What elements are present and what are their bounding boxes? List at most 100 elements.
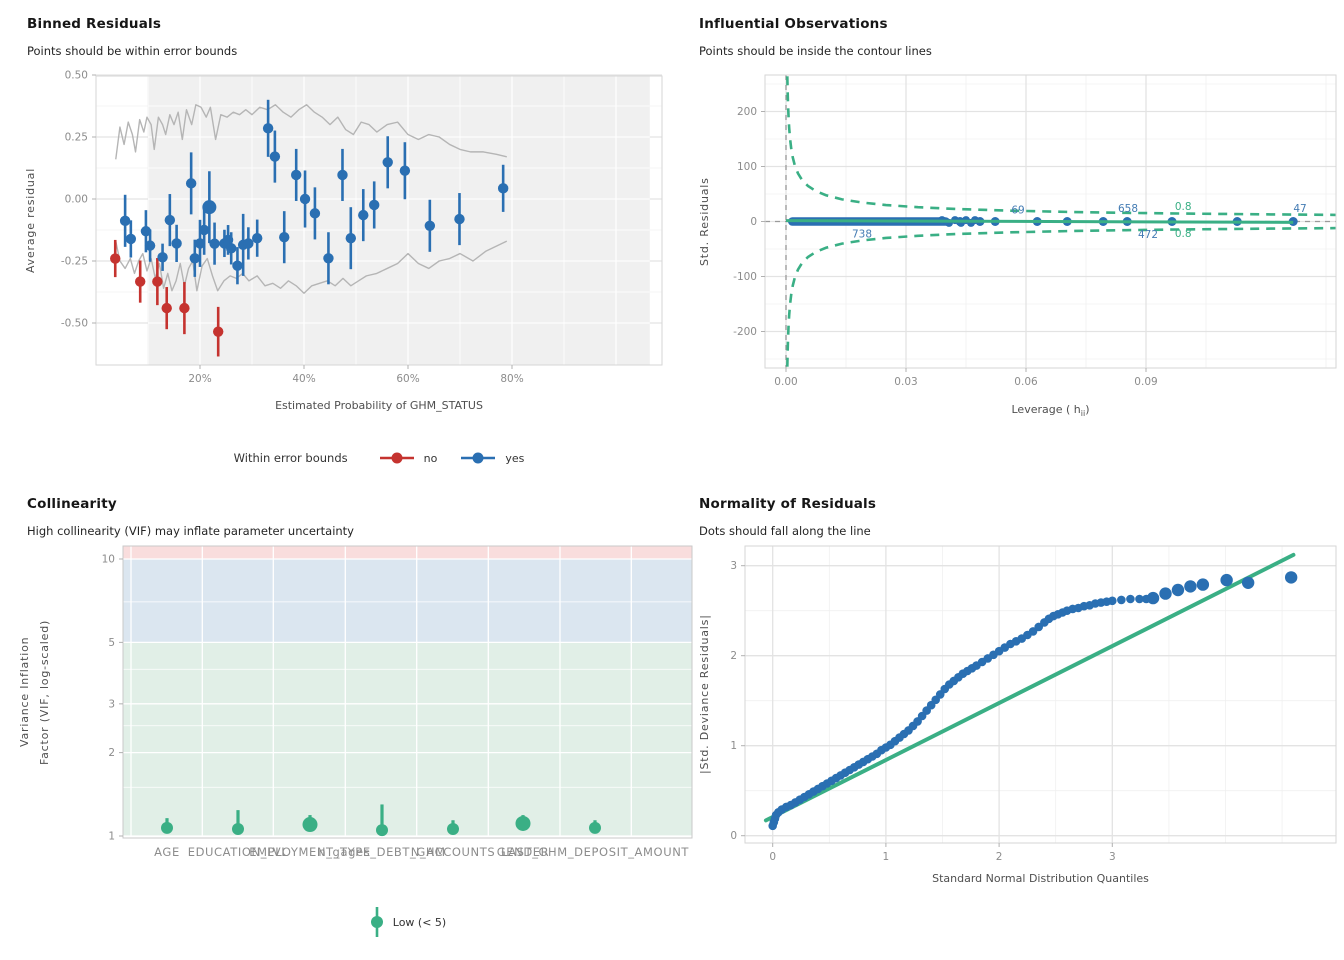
vif-point [447,822,459,835]
point-id-label: 658 [1118,203,1138,215]
x-tick-label: 2 [996,851,1003,863]
data-point-no [213,326,224,337]
data-point-yes [299,193,311,205]
legend-label-yes: yes [505,451,525,465]
vif-band-high [123,546,692,559]
data-point-yes [232,260,243,271]
data-point-yes [194,238,206,249]
legend-title: Within error bounds [233,451,348,465]
legend-no-point-icon [378,450,416,466]
legend-item-low: Low (< 5) [369,905,446,939]
y-tick-label: 0 [750,216,757,228]
y-tick-label: 0 [730,830,737,842]
x-axis-title-subscript: ii [1080,409,1086,419]
smooth-line [785,219,1294,224]
legend-label-low: Low (< 5) [392,915,447,929]
x-tick-label: 80% [500,373,523,385]
y-tick-label: 0.50 [65,70,88,82]
panel-background [745,546,1336,843]
legend-low-point-icon [369,905,385,939]
y-tick-label: 5 [108,637,115,649]
qq-reference-line [763,552,1296,823]
y-tick-label: 200 [737,106,757,118]
x-axis-title: Estimated Probability of GHM_STATUS [275,399,483,412]
x-axis-title: Leverage ( hii) [765,403,1336,418]
vif-point [161,821,173,834]
data-point [1220,573,1233,587]
data-point-yes [323,253,334,264]
x-tick-label: 0.09 [1134,376,1157,388]
data-point-yes [243,238,254,249]
data-point-yes [157,252,168,263]
data-point-yes [382,157,393,168]
y-tick-label: 10 [102,554,115,566]
data-point-yes [497,183,509,194]
legend-collinearity: Low (< 5) [123,900,692,944]
x-axis-title: Standard Normal Distribution Quantiles [932,872,1149,885]
x-axis-title-suffix: ) [1085,403,1090,416]
panel-subtitle: High collinearity (VIF) may inflate para… [27,524,354,538]
data-point-yes [185,178,197,189]
data-point-yes [369,199,380,211]
data-point-yes [198,224,210,236]
data-point-yes [337,169,348,181]
data-point [1196,578,1210,591]
vif-point [302,817,318,833]
panel-collinearity: Collinearity High collinearity (VIF) may… [0,480,693,960]
panel-title: Binned Residuals [27,16,162,32]
data-point-yes [291,169,302,181]
data-point-yes [189,253,200,264]
error-bound-upper [115,104,507,160]
data-point [1171,583,1185,597]
panel-border [95,75,663,366]
y-tick-label: 0.00 [65,194,88,206]
legend-glyph [461,452,496,464]
contour-line [786,76,1337,217]
panel-influential-observations: Influential Observations Points should b… [672,0,1344,480]
x-category-label: EDUCATION_LVL [188,845,289,859]
contour-level-label: 0.8 [1175,228,1192,240]
vif-point [589,821,601,834]
data-point-yes [125,233,137,245]
data-point-no [110,253,121,264]
data-point [1284,571,1298,584]
y-tick-label: 1 [108,831,115,843]
x-tick-label: 0.00 [774,376,797,388]
point-id-label: 738 [852,229,872,241]
y-tick-label: -0.50 [61,318,88,330]
x-category-label: N_ACCOUNTS [411,845,495,859]
data-point-yes [144,240,156,251]
y-tick-label: 100 [737,161,757,173]
legend-label-no: no [423,451,438,465]
qq-plot: 0 1 2 3 0 1 2 3 [730,545,1337,863]
data-point [1126,594,1135,604]
legend-glyph-dot [472,452,484,464]
panel-title: Collinearity [27,496,117,512]
data-point-yes [358,209,369,221]
panel-subtitle: Points should be within error bounds [27,44,238,58]
panel-binned-residuals: Binned Residuals Points should be within… [0,0,672,480]
legend-glyph-dot [370,916,383,928]
x-category-label: AGE [154,845,180,859]
x-tick-label: 0 [769,851,776,863]
panel-border [744,545,1337,844]
y-tick-label: 0.25 [65,132,88,144]
legend-yes-point-icon [459,450,497,466]
x-tick-label: 0.03 [894,376,917,388]
contour-level-label: 0.8 [1175,201,1192,213]
data-point-yes [164,214,176,226]
x-category-label: LAST_GHM_DEPOSIT_AMOUNT [501,845,689,859]
data-point-yes [209,238,220,249]
x-tick-label: 40% [292,373,315,385]
y-tick-label: -100 [733,271,757,283]
legend-glyph [379,452,414,464]
data-point [1117,595,1126,605]
data-point-no [161,302,172,314]
x-tick-label: 60% [396,373,419,385]
data-point-yes [202,200,217,215]
legend-glyph-dot [391,452,403,464]
data-point-no [179,302,190,314]
y-tick-label: -0.25 [61,256,88,268]
legend-item-no: no [378,450,438,466]
